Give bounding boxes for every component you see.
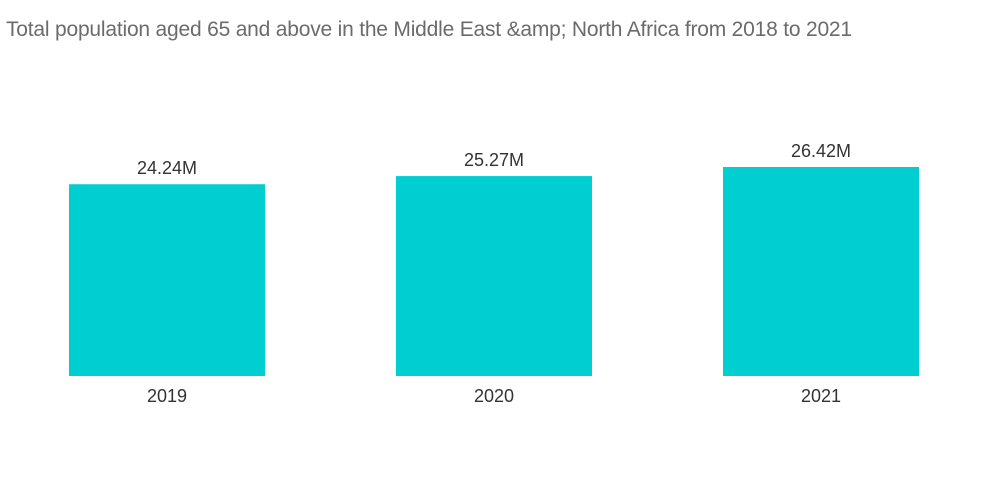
bar-2019 — [69, 184, 265, 376]
data-label-2019: 24.24M — [137, 158, 197, 178]
x-tick-label-2019: 2019 — [147, 386, 187, 406]
bar-2020 — [396, 176, 592, 376]
data-label-2021: 26.42M — [791, 141, 851, 161]
x-tick-label-2020: 2020 — [474, 386, 514, 406]
bar-2021 — [723, 167, 919, 376]
chart-title: Total population aged 65 and above in th… — [6, 18, 852, 41]
data-label-2020: 25.27M — [464, 150, 524, 170]
x-tick-label-2021: 2021 — [801, 386, 841, 406]
